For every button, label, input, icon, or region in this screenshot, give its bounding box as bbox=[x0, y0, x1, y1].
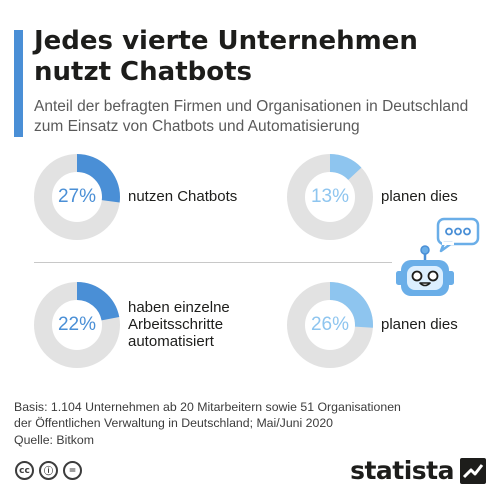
footnote-basis-line: Basis: 1.104 Unternehmen ab 20 Mitarbeit… bbox=[14, 400, 401, 414]
donut-3-value-arc bbox=[34, 282, 120, 368]
donut-3-label-line: Arbeitsschritte bbox=[128, 316, 224, 333]
donut-3-label-line: haben einzelne bbox=[128, 299, 230, 316]
by-icon[interactable]: ⓘ bbox=[39, 461, 58, 480]
donut-3-svg bbox=[34, 282, 120, 368]
title-accent-bar bbox=[14, 30, 23, 137]
nd-icon[interactable]: = bbox=[63, 461, 82, 480]
statista-logo-icon bbox=[460, 457, 486, 484]
cc-icon[interactable]: cc bbox=[15, 461, 34, 480]
donut-2-value-arc bbox=[287, 154, 373, 240]
statista-wordmark: statista bbox=[350, 456, 454, 485]
donut-4-value-label: 26% bbox=[310, 314, 350, 335]
donut-2-category-label: planen dies bbox=[381, 188, 458, 205]
statista-brand[interactable]: statista bbox=[350, 456, 486, 485]
footnote-basis-line: der Öffentlichen Verwaltung in Deutschla… bbox=[14, 416, 334, 431]
donut-4-svg bbox=[287, 282, 373, 368]
donut-chart-1: 27% bbox=[32, 152, 122, 242]
donut-chart-3: 22% bbox=[32, 280, 122, 370]
row-divider bbox=[34, 262, 392, 263]
donut-3-value-label: 22% bbox=[57, 314, 97, 335]
donut-chart-4: 26% bbox=[285, 280, 375, 370]
donut-1-value-label: 27% bbox=[57, 186, 97, 207]
footnote-source: Quelle: Bitkom bbox=[14, 432, 94, 447]
license-icons: cc ⓘ = bbox=[15, 461, 82, 480]
donut-1-svg bbox=[34, 154, 120, 240]
chart-title: Jedes vierte Unternehmen nutzt Chatbots bbox=[34, 26, 418, 87]
donut-3-category-label: haben einzelne Arbeitsschritte automatis… bbox=[128, 299, 230, 350]
donut-1-category-label: nutzen Chatbots bbox=[128, 188, 238, 205]
donut-1-value-arc bbox=[34, 154, 120, 240]
chart-subtitle: Anteil der befragten Firmen und Organisa… bbox=[34, 98, 469, 135]
donut-chart-2: 13% bbox=[285, 152, 375, 242]
donut-2-svg bbox=[287, 154, 373, 240]
chatbot-robot-icon bbox=[396, 217, 480, 296]
donut-4-category-label: planen dies bbox=[381, 316, 458, 333]
donut-3-label-line: automatisiert bbox=[128, 333, 214, 350]
donut-4-value-arc bbox=[287, 282, 373, 368]
robot-head bbox=[396, 245, 454, 296]
chart-footnote: Basis: 1.104 Unternehmen ab 20 Mitarbeit… bbox=[14, 399, 484, 448]
speech-bubble-icon bbox=[436, 217, 480, 253]
donut-2-value-label: 13% bbox=[310, 186, 350, 207]
